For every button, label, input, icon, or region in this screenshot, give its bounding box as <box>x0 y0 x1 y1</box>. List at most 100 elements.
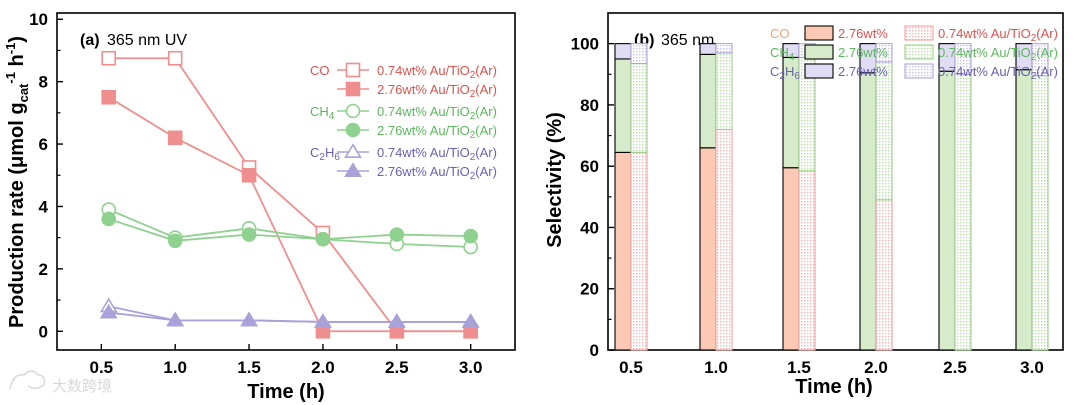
panel-b-bar-CH4-dotted <box>875 61 893 201</box>
panel-a-point-CO-filled <box>241 167 257 183</box>
panel-b-legend-dotted-swatch <box>904 44 934 60</box>
panel-b-x-tick-label: 3.0 <box>1020 358 1044 377</box>
panel-a-x-tick-label: 2.0 <box>311 358 335 377</box>
panel-b-bar-CH4-solid <box>699 53 717 149</box>
panel-b-legend-solid-label: 2.76wt% <box>838 45 888 60</box>
panel-b-y-tick-label: 60 <box>580 157 599 176</box>
panel-a-point-C2H6-filled <box>387 313 406 328</box>
panel-a-y-tick-label: 0 <box>39 322 48 341</box>
panel-b-bar-CH4-dotted <box>630 62 648 153</box>
panel-a-legend-entry-label: 2.76wt% Au/TiO2(Ar) <box>377 123 497 141</box>
panel-b-bar-CH4-dotted <box>1031 75 1049 351</box>
panel-a-point-CO-filled <box>101 89 117 105</box>
panel-b-x-tick-label: 1.0 <box>704 358 728 377</box>
panel-b-y-tick-label: 40 <box>580 218 599 237</box>
panel-b-bar-CH4-solid <box>1015 69 1033 351</box>
panel-a-legend-marker <box>345 81 361 97</box>
panel-b-bar-CH4-solid <box>859 72 877 351</box>
panel-b-x-tick-label: 2.5 <box>943 358 967 377</box>
panel-b-legend-solid-swatch <box>804 25 834 41</box>
panel-b-bar-CO-solid <box>782 167 800 351</box>
panel-b-y-axis-title: Selectivity (%) <box>544 112 566 248</box>
panel-a-y-axis-title: Production rate (μmol gcat-1 h-1) <box>3 36 31 328</box>
panel-b-y-tick-label: 80 <box>580 96 599 115</box>
panel-a-point-C2H6-filled <box>240 311 258 327</box>
panel-b-legend-gas-label: CH4 <box>770 45 795 63</box>
panel-a-point-C2H6-filled <box>314 313 332 328</box>
panel-b-legend-solid-label: 2.76wt% <box>838 26 888 41</box>
panel-a-label: (a) <box>80 32 100 49</box>
panel-a-x-tick-label: 1.0 <box>163 358 187 377</box>
panel-a-legend-marker <box>345 62 361 78</box>
panel-b-x-tick-label: 0.5 <box>619 358 643 377</box>
panel-a-y-tick-label: 10 <box>29 10 48 29</box>
panel-b-legend-gas-label: CO <box>770 26 790 41</box>
panel-b-bar-CH4-dotted <box>715 52 733 130</box>
panel-a-y-tick-label: 6 <box>39 135 48 154</box>
panel-a-frame <box>56 12 516 351</box>
panel-a-legend-marker <box>344 143 362 158</box>
panel-b-bar-C2H6-dotted <box>954 43 972 75</box>
watermark-text: 大数跨境 <box>52 377 112 395</box>
panel-b-stacked-bar-chart: (b) 365 nm Time (h) Selectivity (%) 0.5 1… <box>544 12 1064 398</box>
panel-a-legend: CO 0.74wt% Au/TiO2(Ar)2.76wt% Au/TiO2(Ar)… <box>310 62 497 182</box>
panel-b-legend-gas-label: C2H6 <box>770 64 800 82</box>
panel-b-legend-dotted-swatch <box>904 63 934 79</box>
panel-b-legend-dotted-label: 0.74wt% Au/TiO2(Ar) <box>938 64 1058 82</box>
panel-b-y-tick-label: 100 <box>571 35 599 54</box>
panel-b-x-tick-label: 2.0 <box>864 358 888 377</box>
panel-b-frame <box>607 12 1064 351</box>
watermark-logo-icon <box>9 370 46 390</box>
panel-a-legend-entry-label: 0.74wt% Au/TiO2(Ar) <box>377 145 497 163</box>
panel-a-y-tick-label: 4 <box>39 197 49 216</box>
panel-b-bar-C2H6-dotted <box>715 43 733 54</box>
panel-b-legend-dotted-label: 0.74wt% Au/TiO2(Ar) <box>938 45 1058 63</box>
panel-a-series-line-CH4-open <box>108 208 471 248</box>
panel-a-point-C2H6-filled <box>461 313 480 328</box>
panel-a-y-tick-label: 2 <box>39 260 48 279</box>
panel-b-bar-C2H6-solid <box>699 43 717 55</box>
panel-a-point-CO-open <box>101 50 117 66</box>
panel-a-point-CH4-filled <box>241 227 257 242</box>
panel-a-legend-entry-label: 0.74wt% Au/TiO2(Ar) <box>377 63 497 81</box>
panel-a-legend-gas-label: C2H6 <box>310 145 340 163</box>
panel-b-bar-CO-dotted <box>875 199 893 351</box>
panel-a-legend-gas-label: CH4 <box>310 104 335 122</box>
panel-a-point-CH4-filled <box>315 231 331 247</box>
panel-a-legend-entry-label: 2.76wt% Au/TiO2(Ar) <box>377 164 497 182</box>
panel-b-legend-dotted-swatch <box>904 25 934 41</box>
panel-b-bar-C2H6-dotted <box>875 43 893 63</box>
panel-a-x-tick-label: 1.5 <box>237 358 261 377</box>
panel-b-legend-dotted-label: 0.74wt% Au/TiO2(Ar) <box>938 26 1058 44</box>
panel-a-legend-marker <box>344 162 362 177</box>
panel-b-bar-CH4-solid <box>938 70 956 351</box>
panel-b-bar-C2H6-solid <box>614 43 632 60</box>
panel-a-x-tick-label: 0.5 <box>90 358 114 377</box>
panel-b-legend-solid-label: 2.76wt% <box>838 64 888 79</box>
panel-a-annotation: 365 nm UV <box>107 32 187 49</box>
panel-b-bar-CO-solid <box>614 151 632 351</box>
panel-a-point-CO-open <box>167 50 183 66</box>
panel-b-bar-CH4-solid <box>614 58 632 153</box>
panel-a-legend-marker <box>345 103 361 119</box>
panel-a-point-CH4-filled <box>389 227 405 242</box>
panel-a-series-line-CH4-filled <box>108 218 471 242</box>
panel-a-point-CH4-filled <box>463 228 478 244</box>
panel-b-bar-CO-dotted <box>715 128 733 351</box>
panel-b-bar-CH4-dotted <box>954 73 972 351</box>
panel-a-legend-marker <box>345 122 361 138</box>
panel-a-series-line-CO-filled <box>108 96 471 333</box>
panel-b-y-tick-label: 0 <box>590 341 599 360</box>
panel-a-y-tick-label: 8 <box>39 73 48 92</box>
panel-a-point-CH4-filled <box>167 233 183 249</box>
panel-b-bar-C2H6-dotted <box>630 43 648 65</box>
panel-a-point-CO-filled <box>167 130 183 146</box>
panel-b-y-tick-label: 20 <box>580 280 599 299</box>
panel-a-x-axis-title: Time (h) <box>247 381 324 403</box>
panel-b-bar-C2H6-dotted <box>1031 43 1049 77</box>
panel-b-legend-solid-swatch <box>804 63 834 79</box>
panel-a-series-line-CO-open <box>108 57 471 333</box>
panel-a-point-C2H6-filled <box>166 311 185 327</box>
panel-b-bar-CO-solid <box>699 147 717 351</box>
